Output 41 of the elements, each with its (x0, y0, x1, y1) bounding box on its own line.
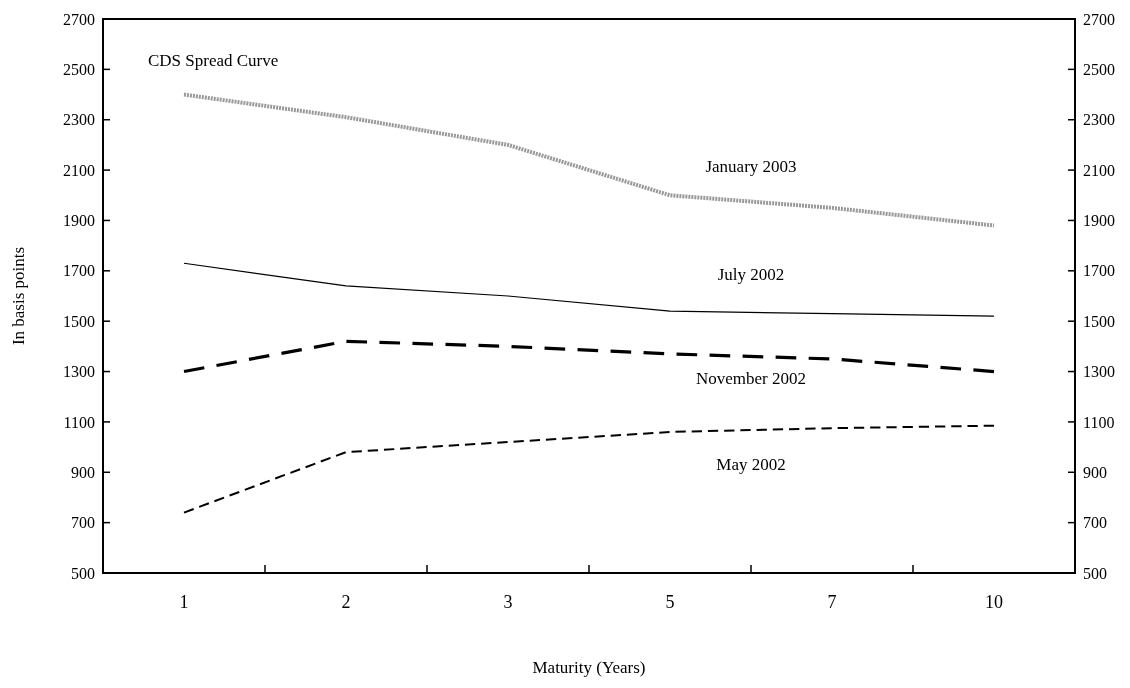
y-tick-label: 1300 (63, 363, 95, 381)
line-series (183, 424, 995, 514)
y2-tick-label: 1900 (1083, 212, 1115, 230)
x-tick-label: 7 (827, 592, 837, 612)
y-tick-label: 2300 (63, 111, 95, 129)
y2-tick-label: 2500 (1083, 60, 1115, 78)
series-label: January 2003 (705, 156, 797, 176)
line-series (182, 339, 996, 374)
y-tick-label: 700 (71, 514, 95, 532)
x-tick-label: 1 (179, 592, 189, 612)
y-tick-label: 2500 (63, 60, 95, 78)
y2-tick-label: 1500 (1083, 312, 1115, 330)
series-label: July 2002 (717, 265, 785, 285)
y-tick-label: 1100 (63, 413, 95, 431)
x-axis-title: Maturity (Years) (532, 658, 646, 677)
y-tick-label: 1900 (63, 212, 95, 230)
y-tick-label: 2100 (63, 161, 95, 179)
y-tick-label: 500 (71, 564, 95, 582)
x-tick-label: 5 (665, 592, 675, 612)
y-axis-title: In basis points (9, 246, 28, 346)
series-label: November 2002 (695, 369, 807, 389)
text: CDS Spread Curve (148, 51, 279, 70)
y2-tick-label: 2700 (1083, 10, 1115, 28)
line-series (182, 92, 996, 228)
y2-tick-label: 700 (1083, 514, 1107, 532)
y2-tick-label: 1700 (1083, 262, 1115, 280)
y-tick-label: 2700 (63, 10, 95, 28)
x-tick-label: 10 (985, 592, 1003, 612)
y2-tick-label: 1300 (1083, 363, 1115, 381)
y2-tick-label: 2300 (1083, 111, 1115, 129)
line-series (183, 262, 995, 317)
x-tick-label: 3 (503, 592, 513, 612)
y2-tick-label: 900 (1083, 463, 1107, 481)
y2-tick-label: 500 (1083, 564, 1107, 582)
y-tick-label: 1500 (63, 312, 95, 330)
y-tick-label: 1700 (63, 262, 95, 280)
y2-tick-label: 2100 (1083, 161, 1115, 179)
series-label: May 2002 (716, 455, 786, 475)
x-tick-label: 2 (341, 592, 351, 612)
y2-tick-label: 1100 (1083, 413, 1115, 431)
y-tick-label: 900 (71, 463, 95, 481)
